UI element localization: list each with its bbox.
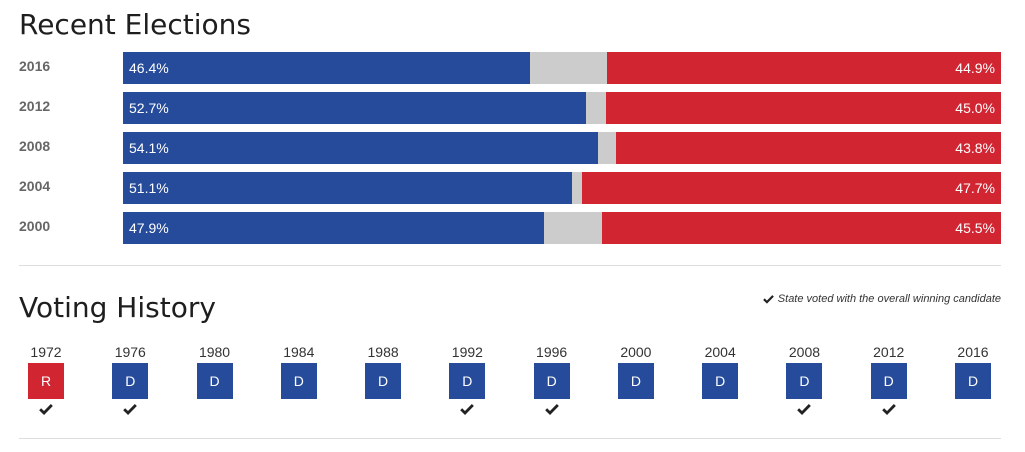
dem-bar: 51.1%	[123, 172, 572, 204]
election-year: 2004	[19, 178, 51, 194]
history-item: 1972 R	[16, 343, 76, 415]
dem-percent: 51.1%	[129, 180, 169, 196]
history-year: 1988	[367, 344, 399, 360]
check-icon	[123, 403, 138, 415]
election-row: 2000 47.9% 45.5%	[0, 212, 1025, 244]
dem-percent: 47.9%	[129, 220, 169, 236]
election-bar: 51.1% 47.7%	[123, 172, 1001, 204]
rep-percent: 45.5%	[955, 220, 995, 236]
check-icon	[762, 295, 774, 304]
rep-bar: 44.9%	[606, 52, 1001, 84]
rep-bar: 43.8%	[616, 132, 1001, 164]
voting-history-title: Voting History	[19, 291, 216, 324]
history-item: 2016 D	[943, 343, 1003, 415]
history-year: 2012	[873, 344, 905, 360]
election-row: 2016 46.4% 44.9%	[0, 52, 1025, 84]
history-year: 1992	[451, 344, 483, 360]
history-year: 1984	[283, 344, 315, 360]
history-item: 2012 D	[859, 343, 919, 415]
election-row: 2004 51.1% 47.7%	[0, 172, 1025, 204]
election-year: 2008	[19, 138, 51, 154]
democratic-badge: D	[449, 363, 486, 399]
history-year: 1976	[114, 344, 146, 360]
history-item: 2004 D	[690, 343, 750, 415]
history-item: 2000 D	[606, 343, 666, 415]
election-row: 2008 54.1% 43.8%	[0, 132, 1025, 164]
dem-bar: 52.7%	[123, 92, 586, 124]
history-year: 1972	[30, 344, 62, 360]
election-year: 2016	[19, 58, 51, 74]
section-divider	[19, 265, 1001, 266]
democratic-badge: D	[533, 363, 570, 399]
section-divider	[19, 438, 1001, 439]
history-year: 1980	[198, 344, 231, 360]
dem-percent: 54.1%	[129, 140, 169, 156]
history-year: 2016	[957, 344, 989, 360]
dem-bar: 54.1%	[123, 132, 598, 164]
election-bar: 46.4% 44.9%	[123, 52, 1001, 84]
election-year: 2000	[19, 218, 51, 234]
history-item: 1984 D	[269, 343, 329, 415]
dem-percent: 52.7%	[129, 100, 169, 116]
check-placeholder	[629, 403, 643, 415]
check-placeholder	[292, 403, 306, 415]
rep-percent: 43.8%	[955, 140, 995, 156]
election-bar: 54.1% 43.8%	[123, 132, 1001, 164]
history-item: 1992 D	[437, 343, 497, 415]
check-icon	[460, 403, 475, 415]
rep-percent: 45.0%	[955, 100, 995, 116]
dem-bar: 46.4%	[123, 52, 531, 84]
voting-history-list: 1972 R 1976 D 1980 D 1984 D 1988 D 1992 D 1996 D 2000 D…	[0, 343, 1025, 423]
rep-bar: 45.5%	[601, 212, 1001, 244]
democratic-badge: D	[365, 363, 402, 399]
rep-percent: 47.7%	[955, 180, 995, 196]
history-item: 1988 D	[353, 343, 413, 415]
election-row: 2012 52.7% 45.0%	[0, 92, 1025, 124]
check-icon	[881, 403, 896, 415]
democratic-badge: D	[955, 363, 991, 399]
history-item: 1980 D	[185, 343, 245, 415]
rep-percent: 44.9%	[955, 60, 995, 76]
dem-bar: 47.9%	[123, 212, 544, 244]
history-item: 2008 D	[774, 343, 834, 415]
history-year: 2004	[704, 344, 736, 360]
legend-text: State voted with the overall winning can…	[777, 293, 1001, 305]
dem-percent: 46.4%	[129, 60, 169, 76]
democratic-badge: D	[196, 363, 233, 399]
election-year: 2012	[19, 98, 51, 114]
check-placeholder	[208, 403, 222, 415]
check-placeholder	[713, 403, 727, 415]
history-year: 1996	[536, 344, 568, 360]
republican-badge: R	[28, 363, 64, 399]
election-bar: 47.9% 45.5%	[123, 212, 1001, 244]
check-placeholder	[966, 403, 980, 415]
democratic-badge: D	[702, 363, 739, 399]
winning-candidate-legend: State voted with the overall winning can…	[762, 293, 1001, 305]
democratic-badge: D	[617, 363, 654, 399]
recent-elections-title: Recent Elections	[19, 8, 251, 41]
check-icon	[39, 403, 53, 415]
democratic-badge: D	[870, 363, 907, 399]
democratic-badge: D	[280, 363, 317, 399]
check-icon	[797, 403, 812, 415]
rep-bar: 45.0%	[605, 92, 1001, 124]
democratic-badge: D	[112, 363, 149, 399]
check-icon	[544, 403, 559, 415]
history-item: 1976 D	[100, 343, 160, 415]
rep-bar: 47.7%	[582, 172, 1001, 204]
election-bar: 52.7% 45.0%	[123, 92, 1001, 124]
history-year: 2000	[620, 344, 652, 360]
democratic-badge: D	[786, 363, 823, 399]
check-placeholder	[376, 403, 390, 415]
history-item: 1996 D	[522, 343, 582, 415]
history-year: 2008	[788, 344, 821, 360]
